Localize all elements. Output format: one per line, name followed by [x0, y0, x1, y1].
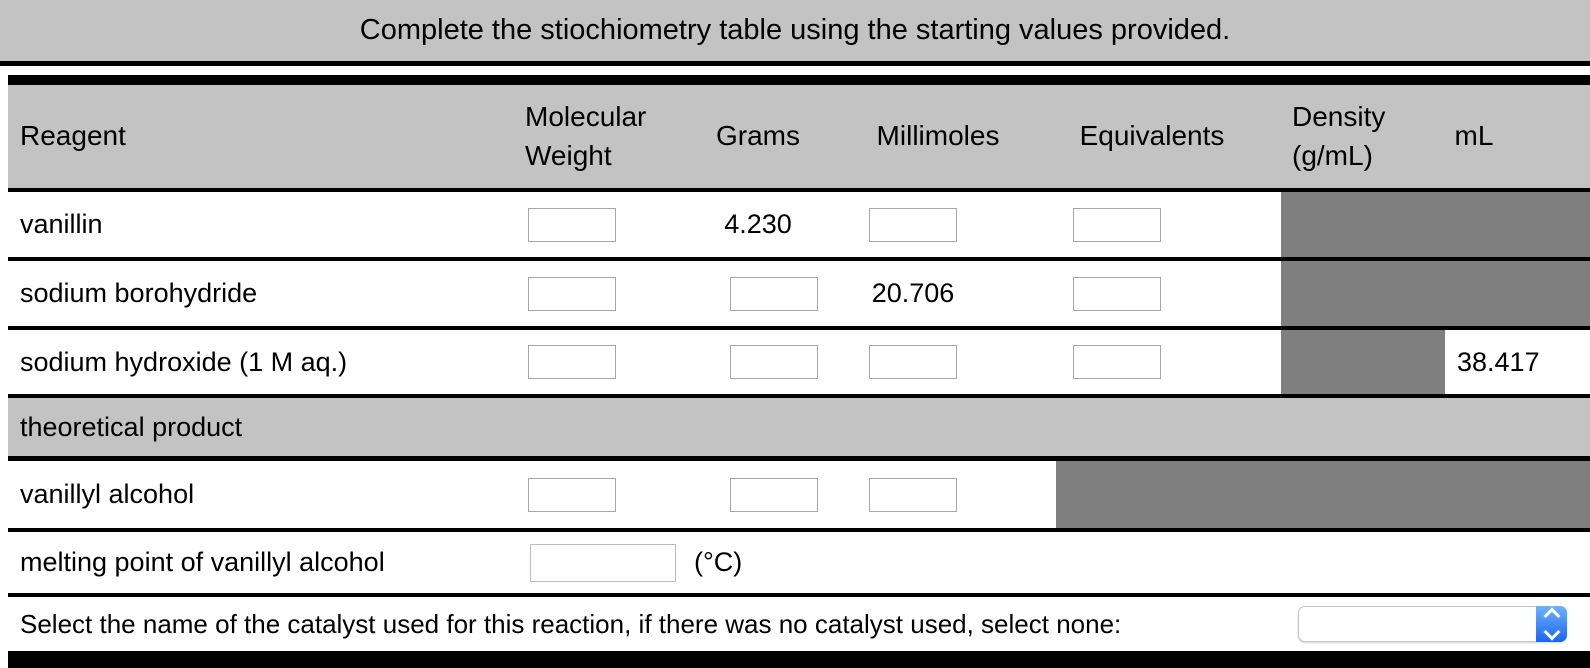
borohydride-equivalents-input[interactable] — [1073, 276, 1161, 311]
hydroxide-ml-value: 38.417 — [1457, 346, 1540, 377]
chevron-up-down-icon[interactable] — [1536, 606, 1567, 642]
melting-point-label: melting point of vanillyl alcohol — [20, 547, 385, 577]
catalyst-select[interactable] — [1298, 606, 1567, 642]
hydroxide-millimoles-input[interactable] — [869, 345, 957, 379]
reagent-label: sodium borohydride — [20, 278, 258, 308]
catalyst-row: Select the name of the catalyst used for… — [8, 597, 1590, 651]
title-bar: Complete the stiochiometry table using t… — [0, 0, 1590, 66]
product-label: vanillyl alcohol — [20, 479, 195, 509]
stoichiometry-table: Reagent Molecular Weight Grams Millimole… — [8, 75, 1590, 668]
table-row-melting-point: melting point of vanillyl alcohol (°C) — [8, 532, 1590, 597]
blocked-cell-density — [1281, 330, 1445, 394]
melting-point-input[interactable] — [530, 543, 676, 582]
table-bottom-border — [8, 651, 1590, 668]
column-header-millimoles: Millimoles — [876, 120, 1000, 152]
column-header-molecular-weight: Molecular Weight — [525, 100, 647, 171]
table-row-sodium-borohydride: sodium borohydride 20.706 — [8, 261, 1590, 330]
borohydride-grams-input[interactable] — [730, 276, 818, 311]
section-label: theoretical product — [20, 411, 243, 442]
header-row: Reagent Molecular Weight Grams Millimole… — [8, 85, 1590, 192]
column-header-density: Density (g/mL) — [1292, 100, 1386, 171]
vanillin-molecular-weight-input[interactable] — [528, 207, 616, 242]
vanillin-grams-value: 4.230 — [724, 209, 792, 239]
catalyst-select-value — [1309, 607, 1532, 641]
table-top-border — [8, 75, 1590, 85]
blocked-cell-density-ml — [1281, 192, 1590, 257]
borohydride-molecular-weight-input[interactable] — [528, 276, 616, 311]
hydroxide-grams-input[interactable] — [730, 345, 818, 379]
vanillin-equivalents-input[interactable] — [1073, 207, 1161, 242]
hydroxide-molecular-weight-input[interactable] — [528, 345, 616, 379]
section-row-theoretical-product: theoretical product — [8, 398, 1590, 461]
hydroxide-equivalents-input[interactable] — [1073, 345, 1161, 379]
reagent-label: vanillin — [20, 209, 103, 239]
column-header-grams: Grams — [716, 120, 800, 152]
vanillyl-grams-input[interactable] — [730, 477, 818, 512]
vanillin-millimoles-input[interactable] — [869, 207, 957, 242]
vanillyl-millimoles-input[interactable] — [869, 477, 957, 512]
column-header-ml: mL — [1454, 120, 1494, 152]
table-row-vanillyl-alcohol: vanillyl alcohol — [8, 461, 1590, 532]
table-row-sodium-hydroxide: sodium hydroxide (1 M aq.) 38.417 — [8, 330, 1590, 398]
vanillyl-molecular-weight-input[interactable] — [528, 477, 616, 512]
catalyst-prompt: Select the name of the catalyst used for… — [20, 608, 1122, 639]
blocked-cell-density-ml — [1281, 261, 1590, 326]
borohydride-millimoles-value: 20.706 — [871, 278, 955, 308]
column-header-reagent: Reagent — [20, 120, 126, 152]
reagent-label: sodium hydroxide (1 M aq.) — [20, 346, 348, 377]
celsius-unit-label: (°C) — [694, 547, 743, 577]
blocked-cell-equivalents-to-ml — [1056, 461, 1590, 528]
page-title: Complete the stiochiometry table using t… — [359, 14, 1231, 46]
column-header-equivalents: Equivalents — [1079, 120, 1225, 152]
table-row-vanillin: vanillin 4.230 — [8, 192, 1590, 261]
